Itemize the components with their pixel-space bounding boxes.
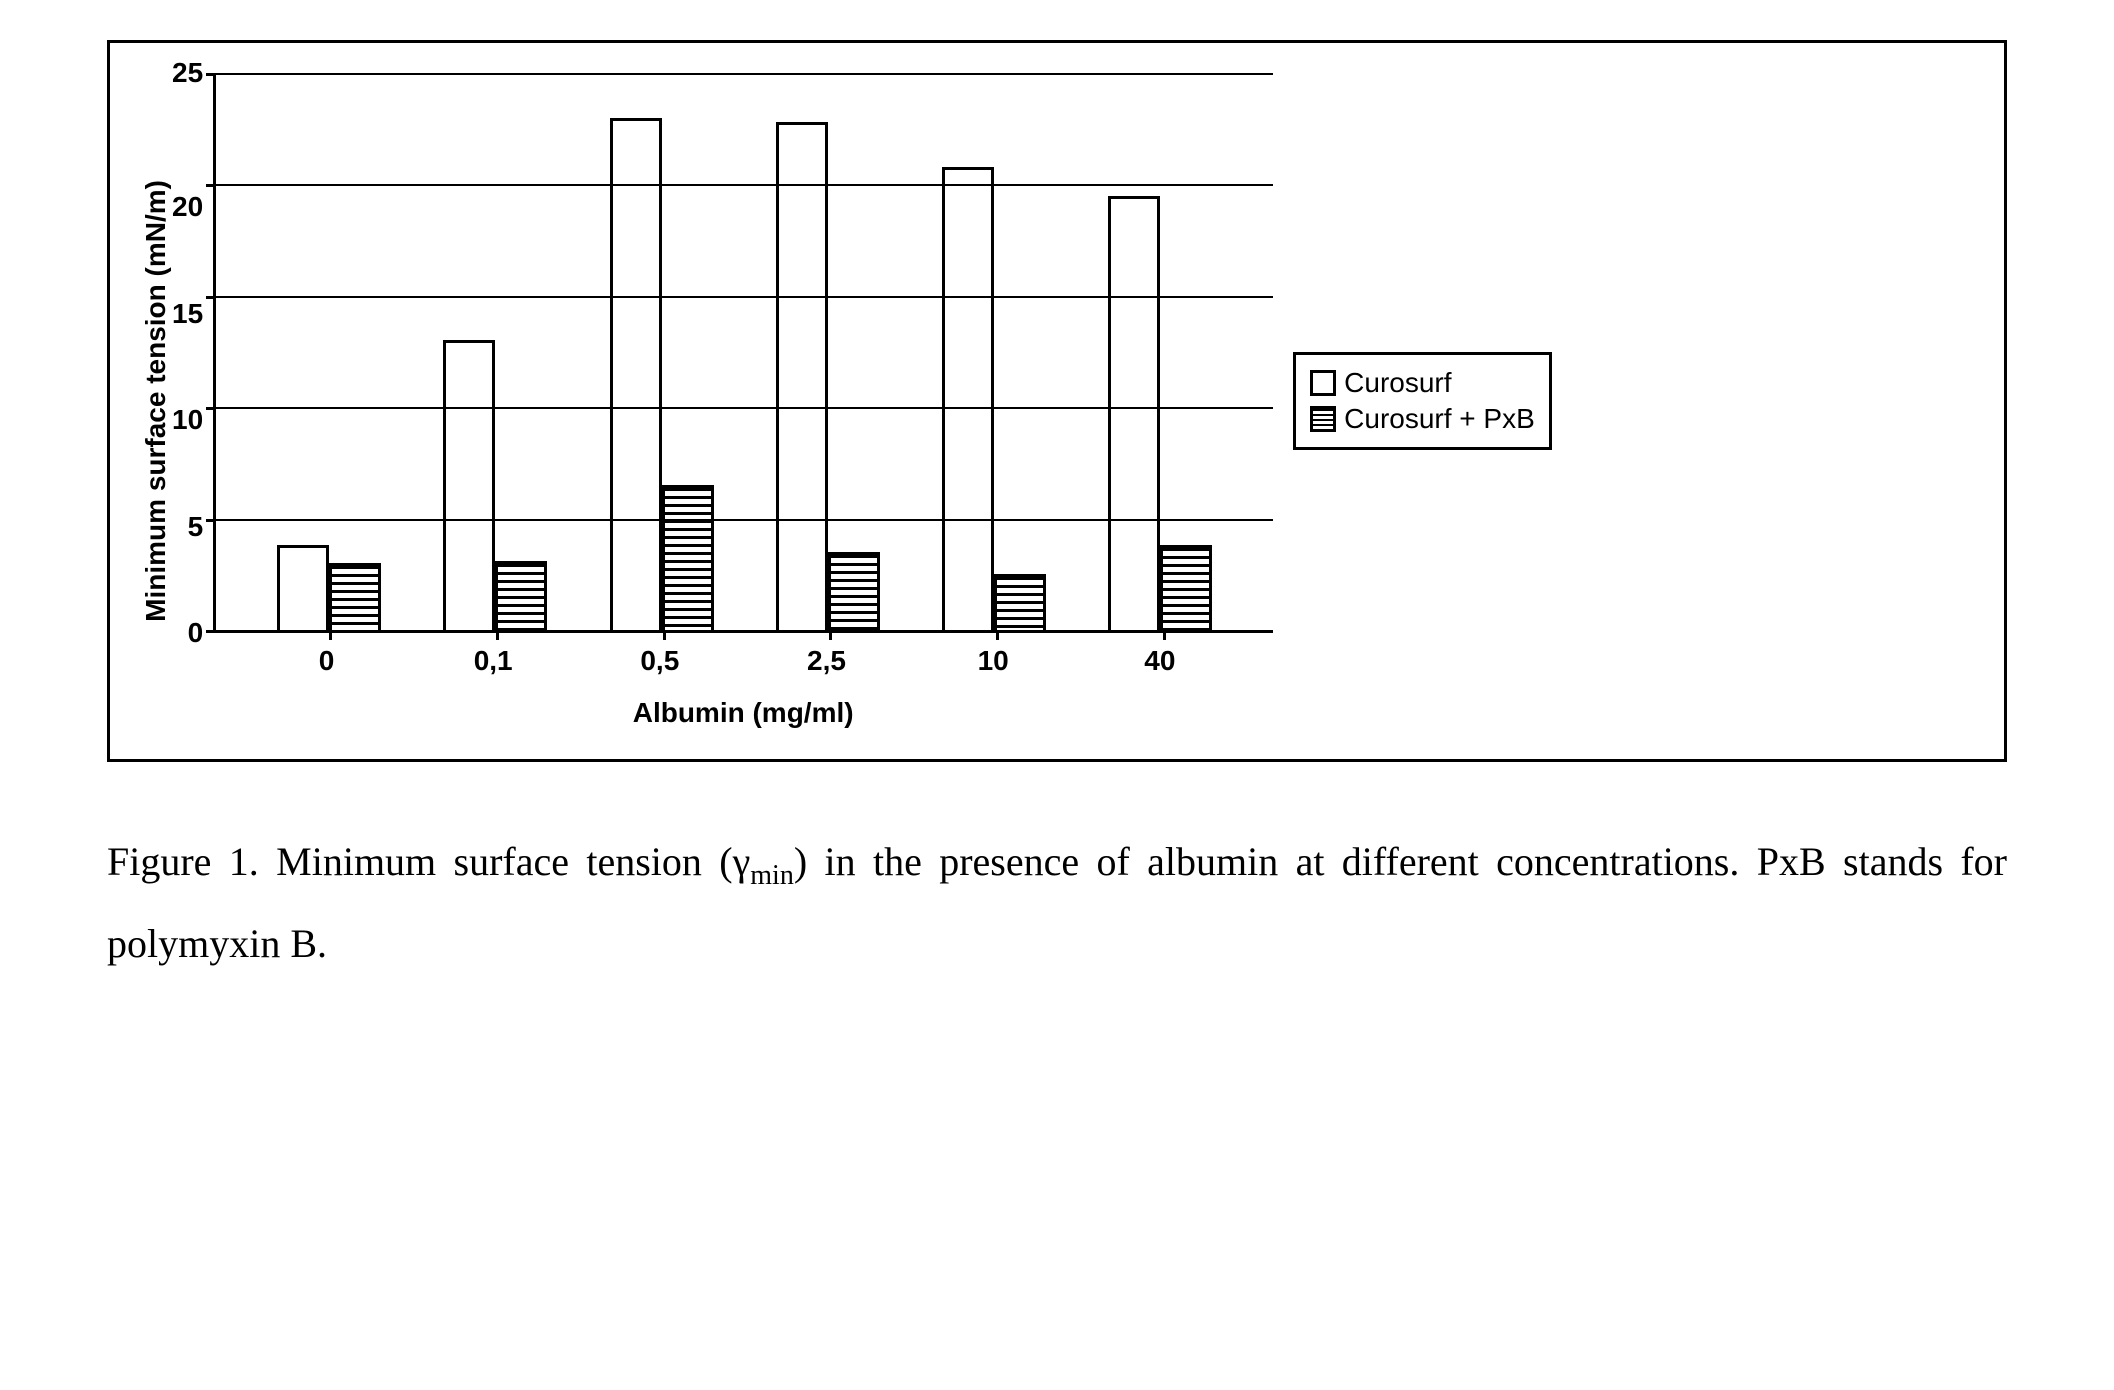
gridline [216, 184, 1273, 186]
x-tick: 2,5 [743, 645, 910, 677]
y-tick: 0 [188, 619, 204, 647]
x-axis-label: Albumin (mg/ml) [213, 697, 1273, 729]
x-axis: 00,10,52,51040 [213, 633, 1273, 677]
x-tickmark [329, 630, 332, 640]
bar [277, 545, 329, 630]
bar [1108, 196, 1160, 630]
legend-item: Curosurf [1310, 365, 1535, 401]
y-tickmark [206, 407, 216, 410]
y-tick: 10 [172, 406, 203, 434]
bar [1160, 545, 1212, 630]
y-tickmark [206, 296, 216, 299]
bar-group [911, 73, 1077, 630]
bar [610, 118, 662, 630]
x-tickmark [1163, 630, 1166, 640]
x-tickmark [496, 630, 499, 640]
figure-caption: Figure 1. Minimum surface tension (γmin)… [107, 822, 2007, 984]
caption-prefix: Figure 1. [107, 839, 259, 884]
y-tick: 25 [172, 59, 203, 87]
bar-group [579, 73, 745, 630]
bars-container [216, 73, 1273, 630]
y-tickmark [206, 519, 216, 522]
bar [443, 340, 495, 630]
bar [942, 167, 994, 630]
bar-group [412, 73, 578, 630]
caption-symbol: γ [733, 839, 751, 884]
y-tick: 5 [188, 513, 204, 541]
y-tickmark [206, 73, 216, 76]
legend-item: Curosurf + PxB [1310, 401, 1535, 437]
caption-text-before: Minimum surface tension ( [259, 839, 733, 884]
legend: Curosurf Curosurf + PxB [1293, 352, 1552, 450]
y-axis: 2520151050 [172, 73, 213, 633]
gridline [216, 296, 1273, 298]
bar [776, 122, 828, 630]
bar [994, 574, 1046, 630]
legend-label: Curosurf [1344, 367, 1451, 399]
figure-container: Minimum surface tension (mN/m) 25 20 15 10 5… [107, 40, 2007, 984]
x-tick: 0 [243, 645, 410, 677]
caption-subscript: min [750, 860, 794, 891]
bar [828, 552, 880, 630]
chart-area: 2520151050 00,10,52,51040 Albumin (mg/ml… [172, 73, 1273, 729]
plot-row: 2520151050 [172, 73, 1273, 633]
bar [662, 485, 714, 630]
bar [495, 561, 547, 630]
chart-frame: Minimum surface tension (mN/m) 25 20 15 10 5… [107, 40, 2007, 762]
x-tickmark [829, 630, 832, 640]
bar-group [246, 73, 412, 630]
x-tickmark [663, 630, 666, 640]
x-tick: 40 [1077, 645, 1244, 677]
bar-group [1077, 73, 1243, 630]
y-tickmark [206, 630, 216, 633]
gridline [216, 407, 1273, 409]
y-tick: 20 [172, 193, 203, 221]
gridline [216, 73, 1273, 75]
y-tick: 15 [172, 300, 203, 328]
bar-group [745, 73, 911, 630]
legend-swatch [1310, 370, 1336, 396]
gridline [216, 519, 1273, 521]
x-tick: 0,1 [410, 645, 577, 677]
x-tick: 0,5 [577, 645, 744, 677]
y-tickmark [206, 184, 216, 187]
x-tickmark [996, 630, 999, 640]
x-tick: 10 [910, 645, 1077, 677]
legend-label: Curosurf + PxB [1344, 403, 1535, 435]
bar [329, 563, 381, 630]
y-axis-label: Minimum surface tension (mN/m) [130, 180, 172, 622]
chart-with-ylabel: Minimum surface tension (mN/m) 252015105… [130, 73, 1273, 729]
legend-swatch [1310, 406, 1336, 432]
plot-area [213, 73, 1273, 633]
